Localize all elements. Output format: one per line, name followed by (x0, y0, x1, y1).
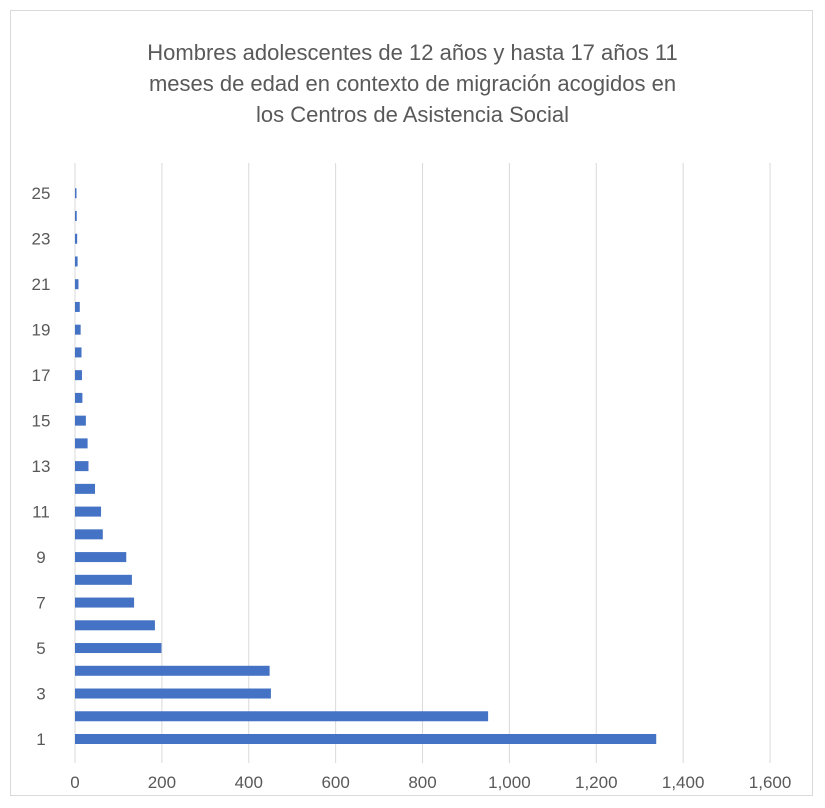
x-tick-label: 400 (235, 773, 263, 792)
y-tick-label: 9 (36, 548, 45, 567)
bar-12 (75, 483, 95, 494)
y-tick-label: 25 (32, 184, 51, 203)
chart-title: Hombres adolescentes de 12 años y hasta … (11, 37, 814, 130)
bar-3 (75, 688, 271, 699)
bar-8 (75, 574, 132, 585)
y-tick-label: 11 (32, 503, 50, 522)
y-tick-label: 5 (36, 639, 45, 658)
y-tick-label: 21 (32, 275, 51, 294)
bar-25 (75, 188, 77, 199)
bar-7 (75, 597, 135, 608)
bar-9 (75, 552, 127, 563)
chart-title-line-3: los Centros de Asistencia Social (255, 102, 570, 127)
x-tick-label: 1,400 (662, 773, 705, 792)
y-tick-label: 7 (36, 594, 45, 613)
bar-21 (75, 279, 79, 290)
y-tick-label: 13 (32, 457, 51, 476)
bar-11 (75, 506, 102, 517)
bar-1 (75, 734, 657, 744)
bar-20 (75, 301, 80, 312)
x-axis-tick-labels: 0 200 400 600 800 1,000 1,200 1,400 1,600 (70, 773, 791, 792)
bar-layer (75, 188, 657, 744)
bar-19 (75, 324, 81, 335)
bar-23 (75, 233, 78, 244)
x-tick-label: 800 (408, 773, 436, 792)
chart-frame: Hombres adolescentes de 12 años y hasta … (10, 10, 813, 796)
bar-14 (75, 438, 88, 449)
y-tick-label: 3 (36, 685, 45, 704)
bar-16 (75, 392, 83, 403)
bar-4 (75, 665, 270, 676)
grid-layer (74, 163, 771, 763)
y-tick-label: 17 (32, 366, 51, 385)
bar-15 (75, 415, 86, 426)
bar-2 (75, 711, 489, 722)
x-tick-label: 0 (70, 773, 79, 792)
chart-title-line-1: Hombres adolescentes de 12 años y hasta … (147, 40, 678, 65)
chart-title-line-2: meses de edad en contexto de migración a… (148, 71, 677, 96)
y-tick-label: 1 (36, 730, 45, 749)
x-tick-label: 600 (321, 773, 349, 792)
bar-6 (75, 620, 155, 631)
x-tick-label: 1,200 (575, 773, 618, 792)
bar-chart-plot: 0 200 400 600 800 1,000 1,200 1,400 1,600 135791… (32, 163, 791, 792)
bar-13 (75, 461, 89, 472)
y-tick-label: 15 (32, 412, 51, 431)
bar-17 (75, 370, 82, 381)
y-tick-label: 23 (32, 230, 51, 249)
bar-18 (75, 347, 82, 358)
bar-24 (75, 210, 77, 221)
bar-10 (75, 529, 103, 540)
bar-5 (75, 643, 162, 654)
x-tick-label: 1,600 (749, 773, 792, 792)
x-tick-label: 200 (148, 773, 176, 792)
y-tick-label: 19 (32, 321, 51, 340)
bar-22 (75, 256, 78, 267)
x-tick-label: 1,000 (488, 773, 531, 792)
